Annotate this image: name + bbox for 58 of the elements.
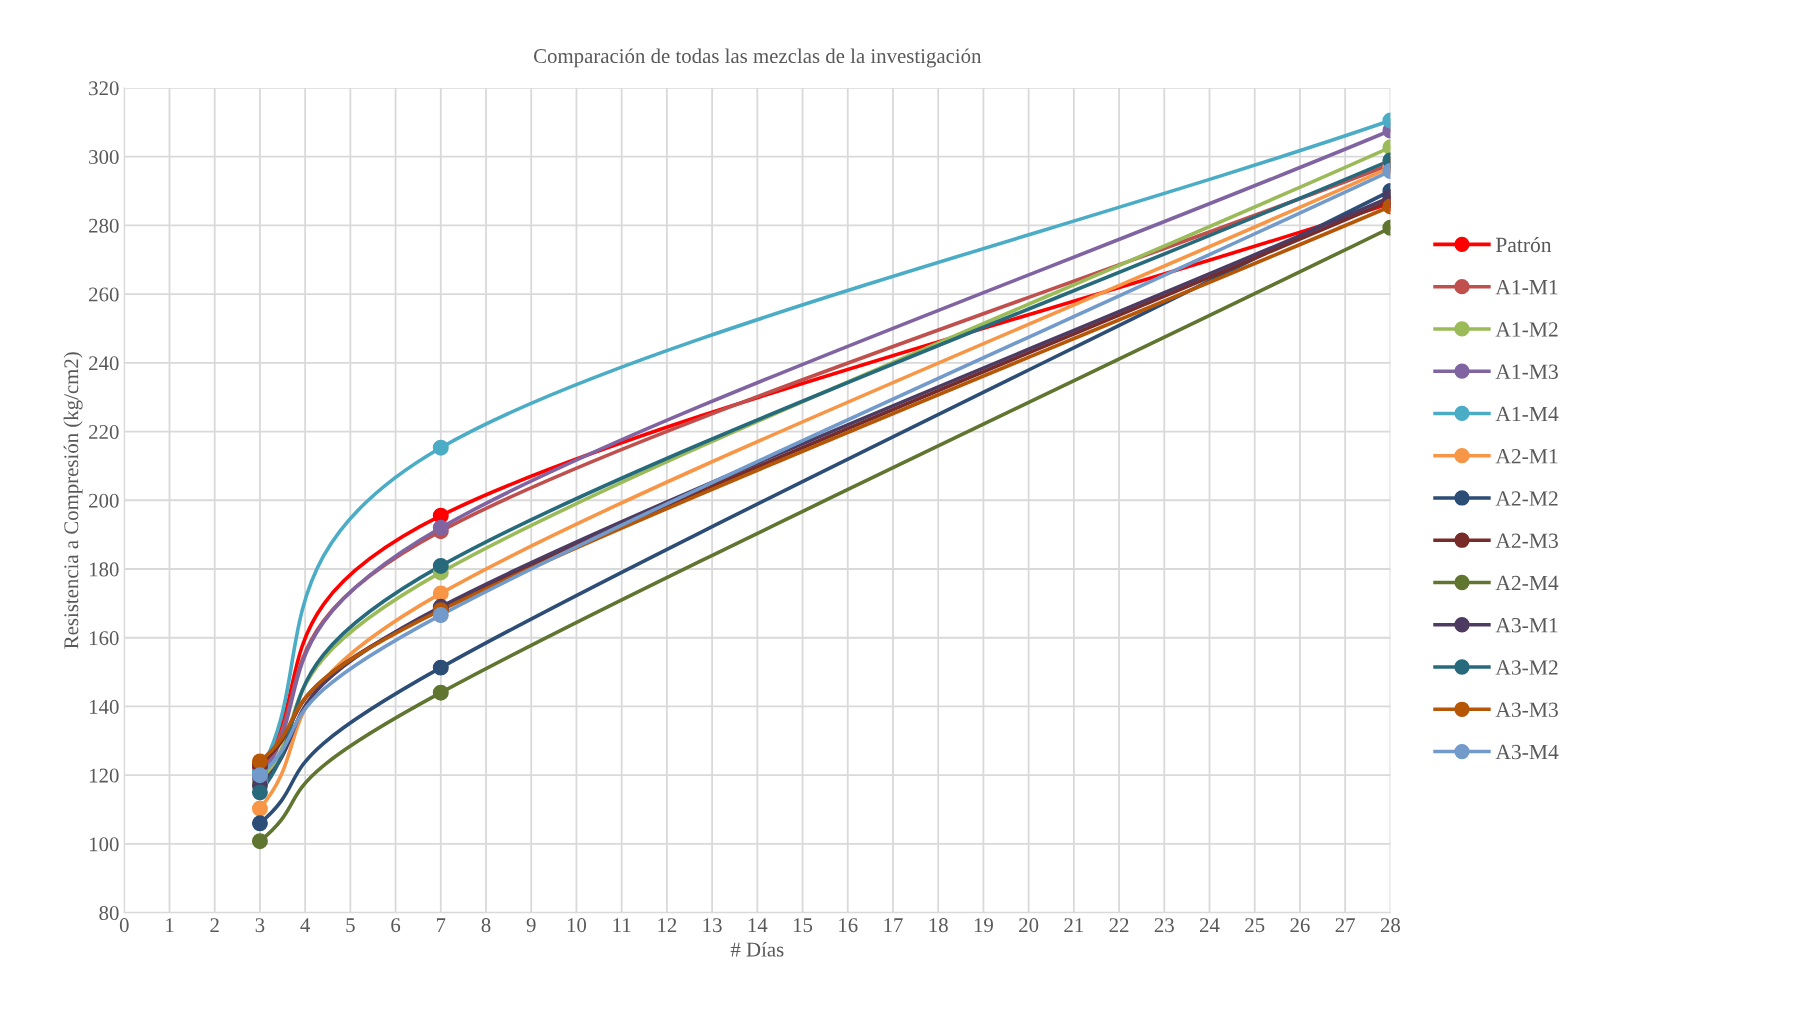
- x-tick-label: 27: [1335, 918, 1355, 932]
- x-tick-label: 15: [793, 918, 813, 933]
- legend-label: A3-M2: [1495, 660, 1558, 675]
- x-tick-label: 4: [300, 918, 311, 932]
- x-tick-label: 13: [703, 918, 722, 933]
- legend-label: A1-M4: [1495, 406, 1559, 421]
- x-tick-label: 11: [613, 918, 631, 932]
- y-axis-title: Resistencia a Compresión (kg/cm2): [63, 352, 83, 649]
- x-tick-label: 19: [974, 918, 993, 933]
- legend-label: A3-M3: [1495, 702, 1558, 718]
- y-tick-label: 240: [89, 356, 119, 371]
- x-tick-label: 1: [166, 918, 174, 932]
- x-tick-label: 9: [526, 918, 536, 933]
- x-tick-label: 26: [1290, 918, 1310, 933]
- x-tick-label: 5: [346, 918, 355, 933]
- legend-label: A2-M1: [1495, 449, 1558, 464]
- y-tick-label: 100: [89, 837, 119, 852]
- legend-label: A1-M2: [1495, 322, 1558, 337]
- x-tick-label: 25: [1245, 918, 1265, 933]
- chart-title: Comparación de todas las mezclas de la investigación: [534, 48, 982, 68]
- x-tick-label: 7: [436, 918, 446, 932]
- y-tick-label: 220: [89, 424, 119, 439]
- y-tick-label: 280: [89, 218, 119, 233]
- x-tick-label: 17: [884, 918, 903, 932]
- x-tick-label: 8: [481, 918, 491, 933]
- x-tick-label: 21: [1064, 918, 1084, 932]
- x-tick-label: 23: [1154, 918, 1174, 933]
- legend-label: A2-M3: [1495, 533, 1558, 548]
- legend-label: A3-M4: [1495, 744, 1559, 760]
- x-tick-label: 20: [1019, 918, 1039, 933]
- legend-label: A1-M1: [1495, 280, 1558, 295]
- legend-label: Patrón: [1495, 236, 1552, 253]
- x-tick-label: 18: [929, 918, 948, 933]
- y-tick-label: 160: [89, 631, 119, 646]
- x-tick-label: 22: [1109, 918, 1129, 932]
- x-tick-label: 6: [391, 918, 401, 933]
- y-tick-label: 320: [89, 81, 119, 96]
- x-tick-label: 28: [1380, 918, 1400, 933]
- legend-label: A2-M2: [1495, 491, 1558, 506]
- y-tick-label: 80: [99, 906, 119, 921]
- x-axis-title: # Días: [730, 941, 784, 957]
- x-tick-label: 2: [210, 918, 219, 932]
- x-tick-label: 0: [119, 918, 129, 933]
- y-tick-label: 180: [89, 562, 119, 577]
- y-tick-label: 300: [89, 150, 119, 165]
- legend-label: A2-M4: [1495, 575, 1559, 591]
- x-tick-label: 24: [1200, 918, 1220, 932]
- x-tick-label: 12: [658, 918, 677, 932]
- y-tick-label: 260: [89, 287, 119, 302]
- legend-label: A3-M1: [1495, 618, 1558, 633]
- x-tick-label: 3: [255, 918, 265, 933]
- x-tick-label: 16: [839, 918, 858, 933]
- x-tick-label: 10: [567, 918, 587, 933]
- y-tick-label: 120: [89, 768, 119, 783]
- x-tick-label: 14: [748, 918, 768, 932]
- y-tick-label: 140: [89, 699, 119, 714]
- y-tick-label: 200: [89, 493, 119, 508]
- legend-label: A1-M3: [1495, 364, 1558, 379]
